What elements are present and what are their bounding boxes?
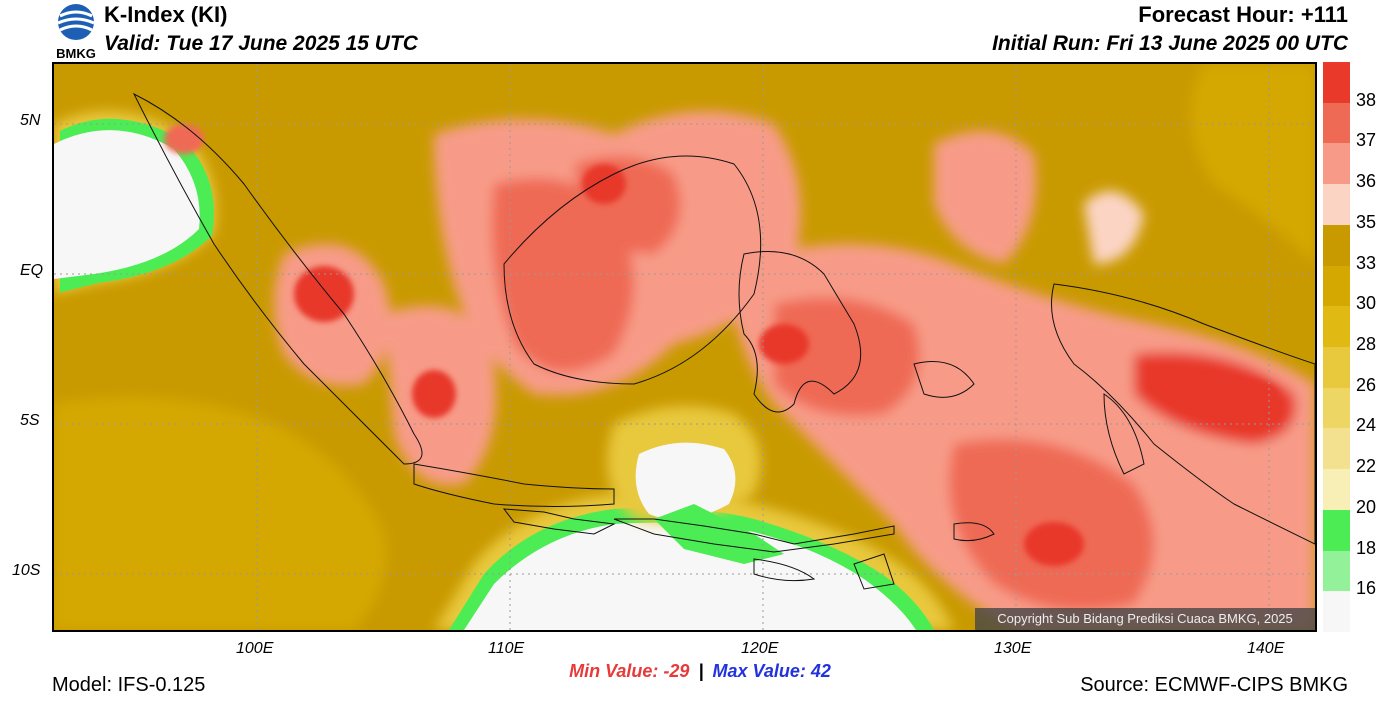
min-value: Min Value: -29 [569,661,690,681]
colorbar-segment [1323,347,1350,389]
xtick-100e: 100E [236,640,274,657]
colorbar-segment [1323,143,1350,185]
forecast-hour: Forecast Hour: +111 [1138,2,1348,27]
colorbar-label: 38 [1356,89,1377,110]
colorbar-label: 33 [1356,252,1377,273]
xtick-140e: 140E [1247,640,1285,657]
colorbar [1323,62,1350,633]
colorbar-label: 30 [1356,293,1377,314]
xtick-120e: 120E [741,640,779,657]
ytick-5s: 5S [20,412,40,429]
xtick-110e: 110E [488,640,525,657]
colorbar-label: 22 [1356,456,1377,477]
colorbar-label: 16 [1356,578,1377,599]
colorbar-segment [1323,591,1350,633]
ytick-eq: EQ [20,262,44,279]
ytick-10s: 10S [12,562,41,579]
model-label: Model: IFS-0.125 [52,674,206,696]
colorbar-segment [1323,184,1350,226]
colorbar-segment [1323,509,1350,552]
copyright-notice: Copyright Sub Bidang Prediksi Cuaca BMKG… [975,608,1315,630]
colorbar-segment [1323,387,1350,429]
colorbar-label: 37 [1356,130,1377,151]
colorbar-segment [1323,469,1350,511]
colorbar-label: 24 [1356,415,1377,436]
lat-lon-grid [54,64,1315,630]
min-max-separator: | [698,661,704,681]
bmkg-logo: BMKG [52,2,100,61]
max-value: Max Value: 42 [712,661,831,681]
colorbar-segment [1323,62,1350,104]
colorbar-segment [1323,265,1350,307]
colorbar-label: 26 [1356,374,1377,395]
ytick-5n: 5N [20,112,41,129]
colorbar-label: 20 [1356,496,1377,517]
valid-time: Valid: Tue 17 June 2025 15 UTC [104,32,418,55]
colorbar-label: 18 [1356,537,1377,558]
colorbar-label: 35 [1356,211,1377,232]
map-canvas [54,64,1315,630]
lower-ki-regions [54,64,1315,630]
colorbar-segment [1323,306,1350,348]
logo-text: BMKG [56,46,96,60]
page-title: K-Index (KI) [104,2,228,27]
colorbar-segment [1323,550,1350,592]
min-max-values: Min Value: -29 | Max Value: 42 [0,661,1400,682]
initial-run: Initial Run: Fri 13 June 2025 00 UTC [992,32,1348,55]
source-label: Source: ECMWF-CIPS BMKG [1080,674,1348,696]
xtick-130e: 130E [994,640,1032,657]
high-ki-regions [274,111,1315,630]
colorbar-label: 28 [1356,334,1377,354]
colorbar-segment [1323,102,1350,144]
coastlines [132,92,1315,590]
colorbar-label: 36 [1356,171,1377,192]
colorbar-segment [1323,224,1350,267]
k-index-map [52,62,1317,632]
colorbar-segment [1323,428,1350,470]
